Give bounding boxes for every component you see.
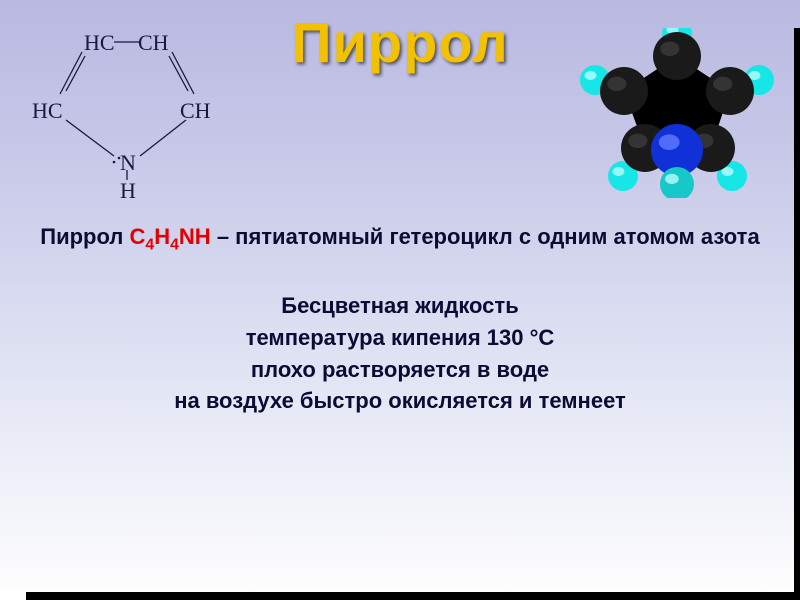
definition-line: Пиррол C4H4NH – пятиатомный гетероцикл с… bbox=[30, 222, 770, 256]
slide-shadow-right bbox=[794, 28, 800, 592]
atom-label: H bbox=[120, 178, 136, 204]
property-line: Бесцветная жидкость bbox=[30, 290, 770, 322]
structural-formula: HC CH HC CH NH bbox=[22, 30, 212, 205]
properties-list: Бесцветная жидкостьтемпература кипения 1… bbox=[30, 290, 770, 418]
atom-label: HC bbox=[32, 98, 63, 124]
property-line: плохо растворяется в воде bbox=[30, 354, 770, 386]
atom-label: HC bbox=[84, 30, 115, 56]
text-block: Пиррол C4H4NH – пятиатомный гетероцикл с… bbox=[30, 222, 770, 417]
molecular-formula: C4H4NH bbox=[130, 224, 211, 249]
atom-label: CH bbox=[180, 98, 211, 124]
molecule-3d-model bbox=[579, 28, 774, 198]
property-line: температура кипения 130 °С bbox=[30, 322, 770, 354]
property-line: на воздухе быстро окисляется и темнеет bbox=[30, 385, 770, 417]
atom-label: N bbox=[120, 150, 136, 176]
slide: Пиррол HC CH HC CH NH Пиррол C4H4NH – пятиат… bbox=[0, 0, 800, 600]
atom-label: CH bbox=[138, 30, 169, 56]
compound-name: Пиррол bbox=[40, 224, 123, 249]
definition-text: – пятиатомный гетероцикл с одним атомом … bbox=[217, 224, 760, 249]
slide-shadow-bottom bbox=[26, 592, 800, 600]
